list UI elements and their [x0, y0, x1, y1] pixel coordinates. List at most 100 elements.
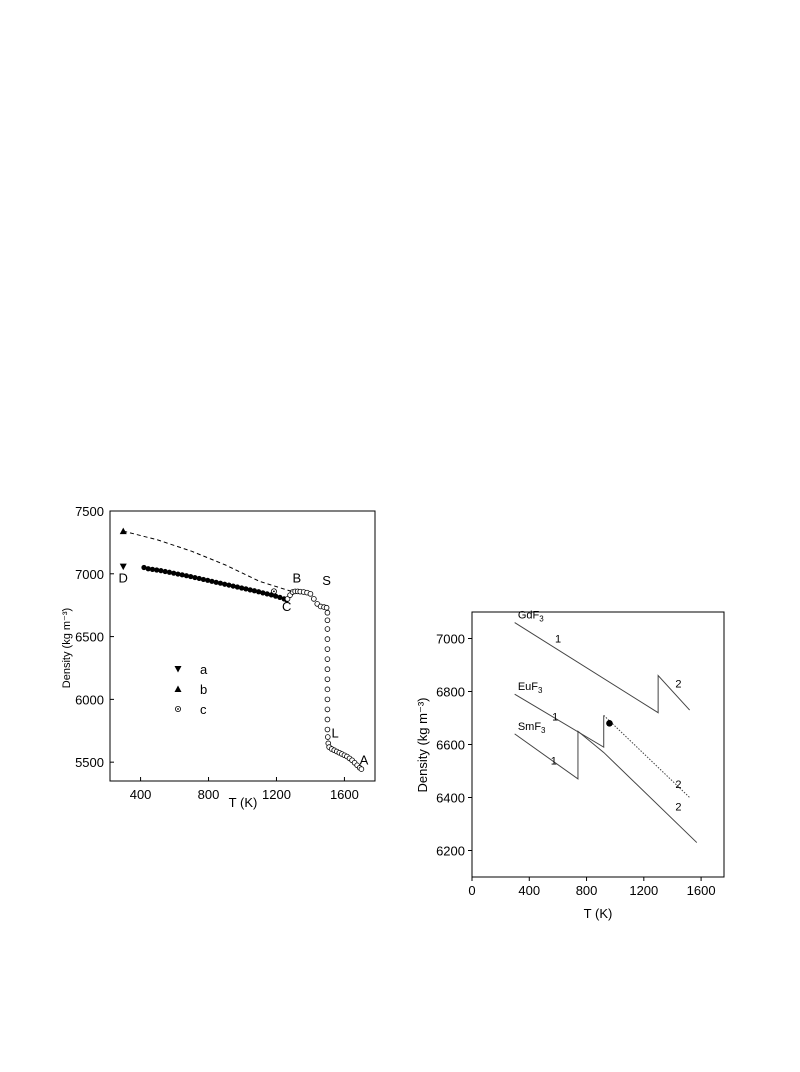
- y-tick-label: 7500: [75, 504, 104, 519]
- annotation-D: D: [119, 571, 128, 586]
- annotation-L: L: [331, 726, 338, 741]
- data-point-open: [324, 636, 331, 642]
- data-point-filled: [243, 586, 249, 592]
- data-point-a: [119, 563, 127, 571]
- legend-marker-b: [174, 685, 182, 692]
- data-point-open: [324, 726, 331, 733]
- y-tick-label: 7000: [75, 567, 104, 582]
- data-point-filled: [230, 583, 236, 589]
- data-point-filled: [162, 568, 168, 575]
- data-point-filled: [149, 566, 156, 572]
- data-point-filled: [277, 594, 283, 601]
- data-point-filled: [234, 584, 241, 590]
- plot-frame-right: [471, 611, 725, 878]
- series-label-EuF3: EuF3: [518, 681, 543, 695]
- y-tick-label: 7000: [436, 632, 465, 647]
- data-point-filled: [217, 580, 224, 586]
- density-chart-left: 400 800 1200 1600 5500 6000 6500 7000 7500 D BC S L…: [61, 504, 376, 810]
- legend-label-c: c: [200, 702, 207, 717]
- data-point-filled: [222, 581, 228, 587]
- data-point-filled: [264, 591, 270, 597]
- y-tick-label: 6500: [75, 630, 104, 645]
- x-tick-label: 1600: [687, 883, 716, 898]
- data-point-open: [324, 696, 331, 703]
- annotation-B: B: [293, 571, 302, 586]
- dashed-fit-line: [123, 530, 294, 593]
- data-point-filled: [256, 589, 262, 595]
- data-point-open: [324, 676, 331, 683]
- data-point-open: [284, 596, 291, 602]
- series-label-GdF3: GdF3: [518, 610, 544, 624]
- y-tick-label: 5500: [75, 755, 104, 770]
- data-point-filled: [205, 577, 211, 583]
- segment-label: 1: [555, 633, 561, 645]
- data-point-open: [324, 626, 331, 632]
- data-point-filled: [196, 575, 202, 582]
- data-point-open: [324, 646, 331, 652]
- data-point-filled: [247, 587, 253, 593]
- data-point-filled: [273, 593, 279, 599]
- x-tick-label: 1200: [262, 787, 291, 802]
- y-tick-label: 6600: [436, 738, 465, 753]
- segment-label: 1: [552, 712, 558, 724]
- data-point-filled: [209, 578, 215, 584]
- line-SmF3: [514, 730, 698, 843]
- x-axis-label-right: T (K): [584, 906, 613, 921]
- data-point-filled: [213, 579, 219, 585]
- y-tick-label: 6000: [75, 692, 104, 707]
- x-tick-label: 800: [198, 787, 220, 802]
- legend-left: abc: [174, 662, 208, 717]
- data-point-filled: [166, 569, 173, 575]
- legend-label-a: a: [200, 662, 208, 677]
- x-tick-label: 400: [518, 883, 540, 898]
- data-point-open: [324, 686, 331, 693]
- data-point-filled: [188, 573, 194, 580]
- series-label-SmF3: SmF3: [518, 721, 546, 735]
- data-point-marker: [606, 720, 613, 727]
- y-tick-label: 6800: [436, 685, 465, 700]
- data-point-filled: [183, 573, 190, 579]
- data-point-open: [307, 591, 314, 597]
- y-tick-label: 6200: [436, 844, 465, 859]
- line-GdF3: [514, 622, 691, 714]
- x-tick-label: 1200: [629, 883, 658, 898]
- data-point-filled: [200, 576, 207, 583]
- density-chart-right: 0 400 800 1200 1600 6200 6400 6600 6800 7000 GdF3…: [415, 610, 725, 921]
- data-point-open: [324, 666, 331, 673]
- data-point-open: [324, 609, 331, 616]
- data-point-open: [324, 617, 331, 624]
- data-point-b: [119, 527, 127, 535]
- data-point-filled: [239, 585, 245, 591]
- y-axis-label-left: Density (kg m⁻³): [61, 608, 73, 688]
- data-point-open: [311, 596, 317, 602]
- data-point-filled: [175, 571, 181, 577]
- data-point-filled: [251, 588, 257, 594]
- annotation-A: A: [360, 753, 369, 768]
- data-point-filled: [179, 572, 185, 578]
- data-point-filled: [226, 582, 232, 588]
- x-tick-label: 1600: [330, 787, 359, 802]
- data-point-open: [358, 766, 365, 772]
- x-tick-label: 800: [576, 883, 598, 898]
- line-EuF3-dotted: [603, 714, 690, 798]
- plot-frame-left: [109, 510, 376, 782]
- data-point-open: [324, 716, 331, 723]
- data-point-filled: [145, 566, 151, 572]
- data-point-filled: [192, 574, 198, 581]
- data-point-filled: [154, 567, 160, 573]
- data-point-filled: [268, 592, 274, 598]
- legend-marker-a: [174, 666, 182, 673]
- legend-label-b: b: [200, 682, 207, 697]
- y-tick-label: 6400: [436, 791, 465, 806]
- data-point-open: [324, 734, 331, 740]
- data-point-filled: [171, 570, 177, 576]
- data-point-filled: [260, 590, 266, 596]
- data-point-open: [324, 656, 331, 662]
- x-tick-label: 0: [468, 883, 475, 898]
- segment-label: 1: [551, 755, 557, 767]
- annotation-S: S: [322, 573, 331, 588]
- data-point-filled: [141, 564, 147, 571]
- data-point-filled: [158, 568, 164, 574]
- data-point-open: [323, 604, 330, 611]
